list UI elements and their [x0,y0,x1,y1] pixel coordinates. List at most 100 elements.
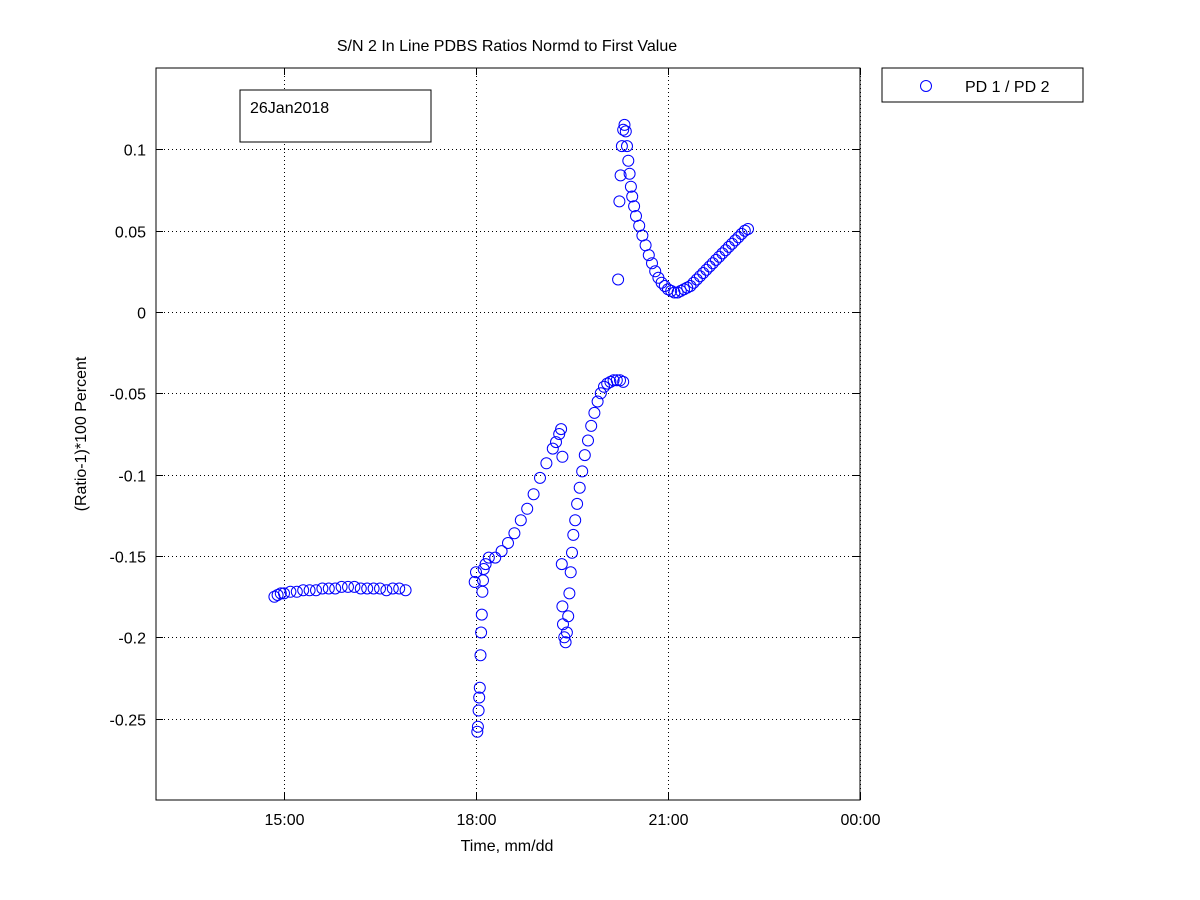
data-point [628,200,641,213]
x-tick-labels: 15:00 18:00 21:00 00:00 [264,812,880,829]
data-point [555,558,568,571]
data-point [303,584,316,597]
axes-frame [155,67,861,801]
x-tick-label: 21:00 [648,812,688,829]
data-point [393,582,406,595]
data-point [566,546,578,559]
data-point [610,374,623,387]
data-point [550,436,562,449]
data-point [348,580,361,593]
data-point [716,247,729,260]
data-point [475,626,488,639]
data-point [534,471,546,484]
data-point [729,234,742,247]
y-tick-label: -0.15 [110,550,147,567]
data-point [588,406,601,419]
data-point [514,514,527,527]
data-point [567,528,580,541]
data-point [615,140,628,153]
data-point [618,118,631,131]
data-point [694,270,706,283]
data-point [687,276,700,289]
data-point [622,154,635,167]
data-point [374,582,386,595]
data-point [624,180,637,193]
data-point [474,649,487,662]
data-point [646,257,658,270]
data-points [268,118,754,738]
y-axis-label: (Ratio-1)*100 Percent [73,356,90,511]
grid-lines [156,68,861,800]
data-point [621,140,633,153]
annotation-date: 26Jan2018 [250,100,329,117]
data-point [706,257,719,270]
data-point [367,582,380,595]
legend-frame [881,67,1084,103]
data-point [585,419,598,432]
chart-title: S/N 2 In Line PDBS Ratios Normd to First… [337,38,677,55]
data-point [607,374,620,387]
data-point [594,387,607,400]
data-point [560,626,573,639]
y-tick-label: 0.05 [115,225,146,242]
legend: PD 1 / PD 2 [881,67,1084,103]
data-point [546,442,559,455]
data-point [576,465,589,478]
data-point [316,582,329,595]
data-point [556,450,569,463]
data-point [473,691,486,704]
data-point [508,527,521,540]
data-point [612,273,625,286]
x-axis-label: Time, mm/dd [461,838,554,855]
data-point [297,584,310,597]
data-point [735,227,748,240]
data-point [598,380,610,393]
data-point [540,457,553,470]
data-point [732,231,745,244]
x-tick-label: 15:00 [264,812,304,829]
data-point [562,610,575,623]
data-point [626,190,639,203]
data-point [591,395,604,408]
data-point [555,423,568,436]
data-point [329,582,342,595]
data-point [573,481,586,494]
data-point [614,169,627,182]
y-tick-label: 0.1 [124,143,146,160]
annotation-box: 26Jan2018 [239,89,432,143]
data-point [658,280,671,292]
data-point [479,558,492,571]
data-point [703,260,716,273]
data-point [386,582,399,595]
data-point [495,545,508,558]
x-tick-label: 18:00 [456,812,496,829]
data-point [700,263,713,276]
x-tick-label: 00:00 [840,812,880,829]
data-point [713,250,726,263]
data-point [623,167,636,180]
y-tick-labels: 0.1 0.05 0 -0.05 -0.1 -0.15 -0.2 -0.25 [110,143,147,730]
data-point [617,375,630,388]
data-point [710,253,722,266]
data-point [482,551,495,564]
data-point [722,240,735,253]
data-point [502,537,514,549]
data-point [613,195,626,208]
data-point [674,284,687,297]
data-point [471,725,484,738]
data-point [617,123,630,136]
data-point [468,576,481,588]
legend-marker-icon [920,80,932,92]
data-point [738,224,751,237]
y-tick-label: 0 [137,306,146,323]
data-point [742,223,754,235]
data-point [354,582,367,595]
data-point [684,280,697,292]
data-point [559,636,572,649]
data-point [274,587,287,600]
data-point [322,582,335,595]
legend-entry-label: PD 1 / PD 2 [965,79,1050,96]
data-point [571,497,584,510]
data-point [564,566,577,579]
